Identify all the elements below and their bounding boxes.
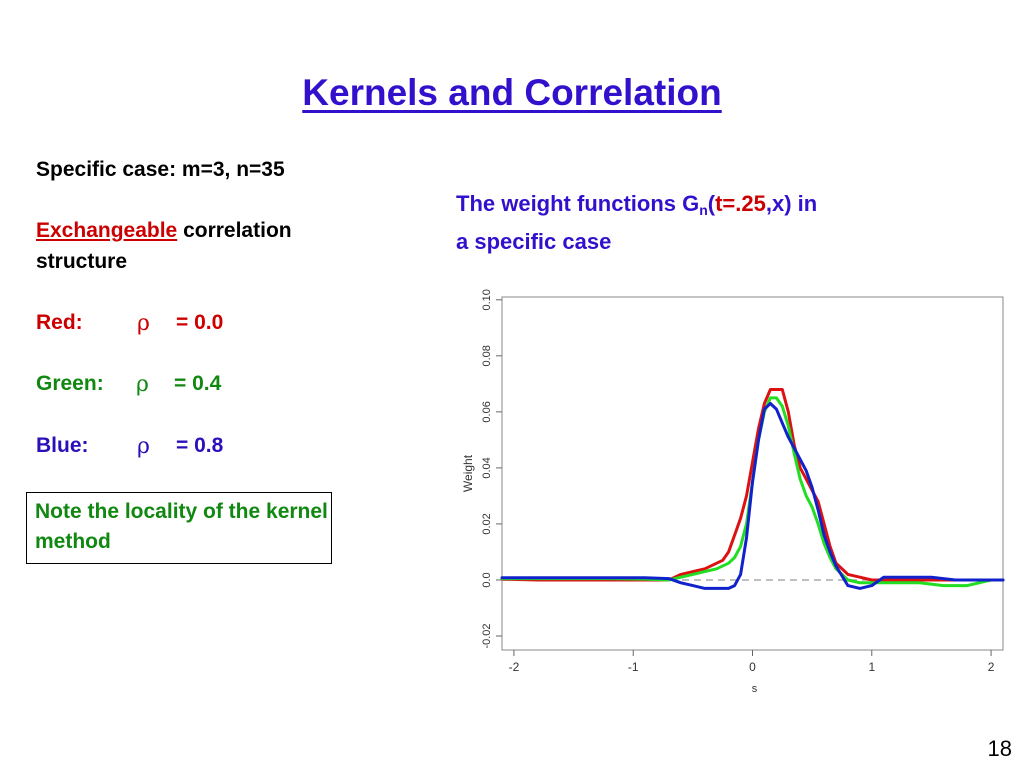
rho-symbol-red: ρ [137,311,150,336]
red-value: = 0.0 [176,311,224,334]
y-tick-label: -0.02 [481,623,493,648]
x-axis-label: s [752,683,758,695]
caption-rest: ,x) in [765,191,818,216]
chart-caption: The weight functions Gn(t=.25,x) in a sp… [456,188,976,258]
blue-label: Blue: [36,434,89,457]
y-axis-label: Weight [461,454,475,492]
y-tick-label: 0.02 [481,513,493,534]
specific-case-text: Specific case: m=3, n=35 [36,158,285,181]
series-line-blue [500,402,1005,590]
caption-line2: a specific case [456,229,612,254]
note-box: Note the locality of the kernel method [26,492,332,564]
x-tick-label: -2 [509,660,520,674]
y-tick-label: 0.08 [481,345,493,366]
rho-symbol-blue: ρ [137,434,150,459]
x-tick-label: 1 [868,660,875,674]
note-text: Note the locality of the kernel method [35,500,328,553]
structure-word: structure [36,250,128,273]
x-tick-label: 0 [749,660,756,674]
rho-symbol-green: ρ [136,372,149,397]
weight-chart: -2 -1 0 1 2 -0.02 0.0 0.02 0.04 0.06 0.08 0.10 s Weig… [461,289,1005,695]
y-tick-label: 0.10 [481,289,493,310]
x-tick-label: 2 [988,660,995,674]
y-tick-label: 0.0 [481,572,493,587]
page-number: 18 [987,736,1012,761]
exchangeable-word: Exchangeable [36,219,178,242]
blue-value: = 0.8 [176,434,224,457]
series-line-green [500,396,1005,588]
series-line-red [500,388,1005,582]
caption-t-value: t=.25 [715,191,766,216]
caption-subscript: n [699,202,708,218]
y-tick-label: 0.06 [481,401,493,422]
green-value: = 0.4 [174,372,222,395]
red-label: Red: [36,311,83,334]
slide-title: Kernels and Correlation [302,72,722,113]
correlation-word: correlation [177,219,292,242]
x-tick-label: -1 [628,660,639,674]
caption-prefix: The weight functions G [456,191,700,216]
green-label: Green: [36,372,104,395]
caption-open: ( [707,191,716,216]
y-tick-label: 0.04 [481,457,493,478]
exchangeable-line: Exchangeable correlation [36,219,292,243]
